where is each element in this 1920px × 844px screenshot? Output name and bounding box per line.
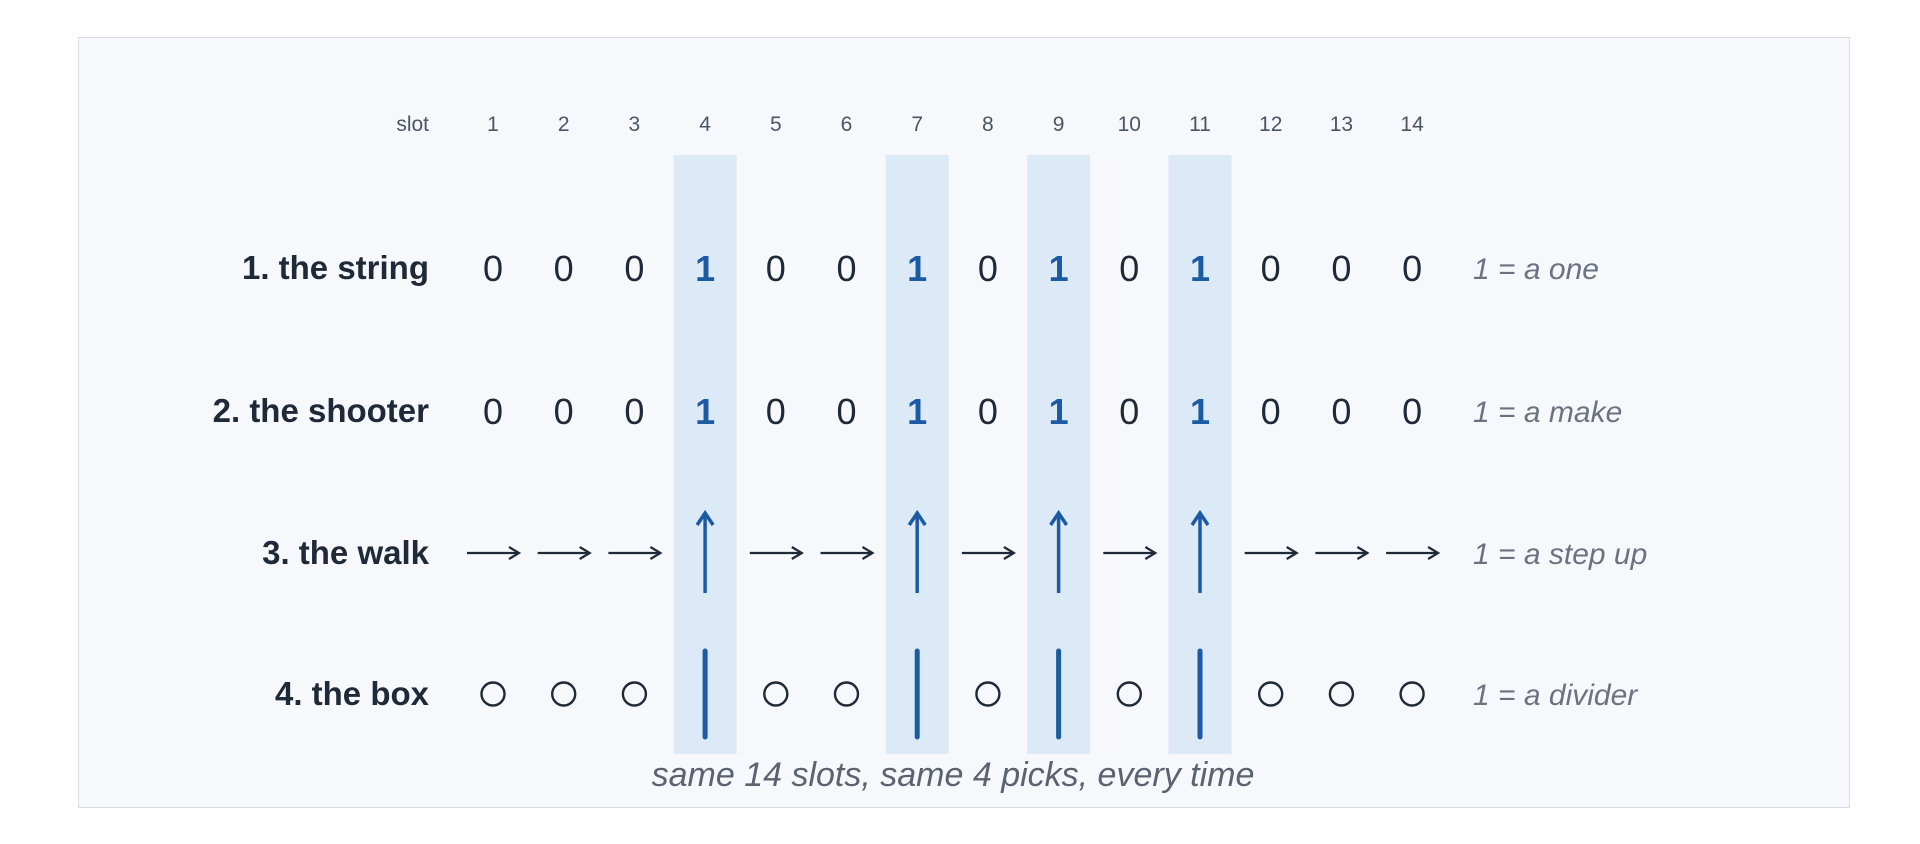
digit-zero: 0: [1119, 391, 1139, 432]
up-arrow-icon: [1049, 509, 1069, 593]
digit-zero: 0: [978, 248, 998, 289]
digit-one: 1: [907, 248, 927, 289]
right-arrow-icon: [1103, 546, 1158, 560]
digit-one: 1: [907, 391, 927, 432]
circle-icon: [1399, 681, 1425, 707]
row-note: 1 = a make: [1473, 396, 1622, 429]
slot-diagram: slot 1 2 3 4 5 6 7 8 9 10 11 12 13 14 1. the string 0 0…: [213, 113, 1648, 794]
digit-zero: 0: [836, 391, 856, 432]
up-arrow-icon: [907, 509, 927, 593]
slot-number: 12: [1259, 113, 1282, 136]
digit-zero: 0: [624, 391, 644, 432]
right-arrow-icon: [1244, 546, 1299, 560]
digit-one: 1: [1190, 248, 1210, 289]
circle-icon: [763, 681, 789, 707]
row-label: 4. the box: [275, 675, 430, 712]
up-arrow-icon: [1190, 509, 1210, 593]
digit-zero: 0: [836, 248, 856, 289]
row-label: 1. the string: [242, 249, 429, 286]
digit-zero: 0: [1119, 248, 1139, 289]
right-arrow-icon: [749, 546, 804, 560]
digit-one: 1: [1190, 391, 1210, 432]
digit-one: 1: [695, 391, 715, 432]
slot-number: 4: [699, 113, 711, 136]
row-label: 3. the walk: [262, 534, 430, 571]
right-arrow-icon: [1386, 546, 1441, 560]
slot-number: 6: [841, 113, 853, 136]
circle-icon: [1257, 681, 1284, 707]
circle-icon: [1116, 681, 1143, 707]
right-arrow-icon: [467, 546, 522, 560]
digit-zero: 0: [554, 248, 574, 289]
digit-zero: 0: [624, 248, 644, 289]
caption: same 14 slots, same 4 picks, every time: [652, 756, 1255, 794]
row-note: 1 = a one: [1473, 253, 1599, 286]
digit-zero: 0: [1331, 248, 1351, 289]
circle-icon: [975, 681, 1001, 707]
digit-zero: 0: [1261, 248, 1281, 289]
slot-number: 14: [1400, 113, 1424, 136]
slot-number: 9: [1053, 113, 1065, 136]
slot-number: 11: [1189, 113, 1211, 136]
diagram-row: 4. the box 1 = a divider: [275, 648, 1638, 740]
circle-icon: [833, 681, 860, 707]
digit-zero: 0: [483, 391, 503, 432]
right-arrow-icon: [608, 546, 663, 560]
row-label: 2. the shooter: [213, 392, 430, 429]
digit-zero: 0: [1331, 391, 1351, 432]
right-arrow-icon: [820, 546, 875, 560]
slot-number: 2: [558, 113, 570, 136]
digit-one: 1: [1049, 248, 1069, 289]
digit-zero: 0: [483, 248, 503, 289]
digit-zero: 0: [978, 391, 998, 432]
diagram-row: 3. the walk 1 = a step up: [262, 509, 1647, 593]
circle-icon: [621, 681, 648, 707]
slot-number-row: 1 2 3 4 5 6 7 8 9 10 11 12 13 14: [487, 113, 1424, 136]
slot-number: 13: [1330, 113, 1353, 136]
up-arrow-icon: [695, 509, 715, 593]
right-arrow-icon: [961, 546, 1017, 560]
circle-icon: [551, 681, 577, 707]
circle-icon: [480, 681, 506, 707]
digit-one: 1: [695, 248, 715, 289]
diagram-row: 1. the string 0 0 0 1 0 0 1 0 1 0 1 0 0 0 1 = a one: [242, 248, 1599, 289]
slot-number: 7: [911, 113, 923, 136]
highlight-columns: [673, 155, 1232, 754]
slot-number: 10: [1118, 113, 1141, 136]
right-arrow-icon: [537, 546, 592, 560]
circle-icon: [1328, 681, 1355, 707]
slot-number: 8: [982, 113, 994, 136]
diagram-panel: slot 1 2 3 4 5 6 7 8 9 10 11 12 13 14 1. the string 0 0…: [78, 37, 1850, 808]
right-arrow-icon: [1315, 546, 1370, 560]
slot-number: 1: [487, 113, 499, 136]
digit-zero: 0: [1402, 391, 1422, 432]
diagram-row: 2. the shooter 0 0 0 1 0 0 1 0 1 0 1 0 0 0 1 = a make: [213, 391, 1623, 432]
diagram-rows: 1. the string 0 0 0 1 0 0 1 0 1 0 1 0 0 0 1 = a one 2. t…: [213, 248, 1647, 740]
slot-header-label: slot: [396, 113, 429, 136]
digit-one: 1: [1049, 391, 1069, 432]
digit-zero: 0: [1402, 248, 1422, 289]
digit-zero: 0: [766, 391, 786, 432]
digit-zero: 0: [554, 391, 574, 432]
digit-zero: 0: [766, 248, 786, 289]
slot-number: 5: [770, 113, 782, 136]
slot-number: 3: [629, 113, 641, 136]
row-note: 1 = a step up: [1473, 538, 1647, 571]
digit-zero: 0: [1261, 391, 1281, 432]
row-note: 1 = a divider: [1473, 679, 1638, 712]
